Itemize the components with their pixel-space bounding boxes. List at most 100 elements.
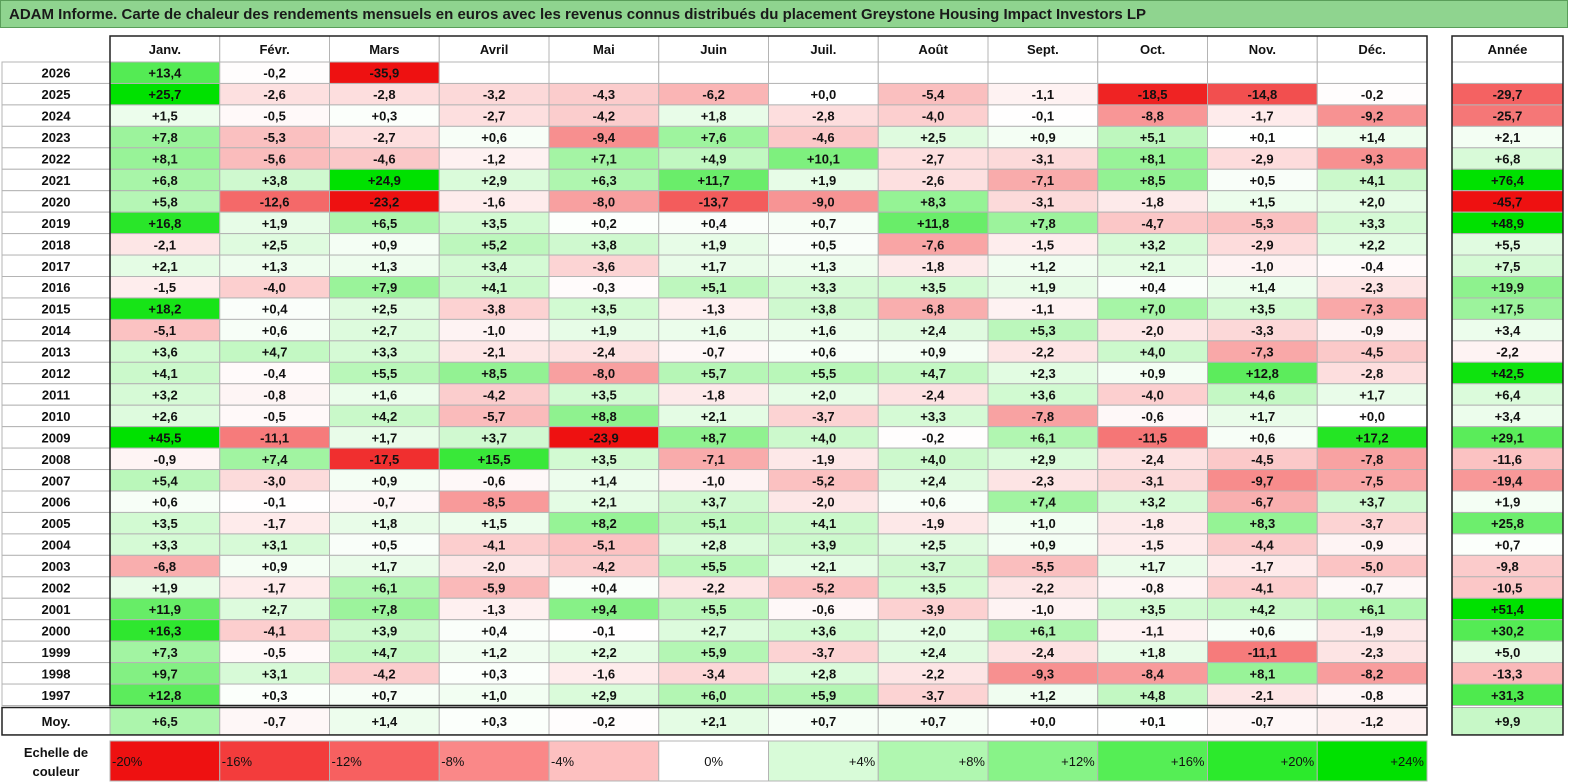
month-header-cell (548, 35, 660, 63)
cell-value: +1,6 (811, 323, 837, 338)
cell-value: +2,1 (701, 409, 727, 424)
cell-value: +6,1 (1359, 602, 1385, 617)
year-total-value: -13,3 (1493, 666, 1523, 681)
cell-value: -5,1 (154, 323, 176, 338)
cell-value: +5,2 (481, 237, 507, 252)
cell-value: +5,1 (1140, 130, 1166, 145)
cell-value: +0,6 (481, 130, 507, 145)
cell-value: +3,7 (481, 430, 507, 445)
cell-value: -12,6 (260, 194, 290, 209)
cell-value: -2,9 (1251, 237, 1273, 252)
cell-value: +2,4 (920, 645, 946, 660)
legend-swatch (548, 740, 660, 782)
cell-value: +1,0 (481, 688, 507, 703)
year-total-value: +19,9 (1491, 280, 1524, 295)
cell-value: -2,2 (702, 581, 724, 596)
cell-value: +0,4 (481, 623, 507, 638)
cell-value: -0,4 (263, 366, 286, 381)
cell-value: +5,9 (811, 688, 837, 703)
cell-value: -3,7 (1361, 516, 1383, 531)
cell-value: +13,4 (148, 66, 182, 81)
cell-value: +3,3 (811, 280, 837, 295)
cell-value: -9,0 (812, 194, 834, 209)
heatmap-cell (1316, 61, 1428, 84)
cell-value: -0,9 (1361, 323, 1383, 338)
cell-value: +0,2 (591, 216, 617, 231)
cell-value: -8,5 (483, 495, 505, 510)
cell-value: +18,2 (148, 302, 181, 317)
cell-value: +6,5 (152, 714, 178, 729)
year-total-value: -29,7 (1493, 87, 1523, 102)
cell-value: +1,7 (372, 559, 398, 574)
cell-value: +4,0 (920, 452, 946, 467)
month-header-1: Janv. (149, 42, 181, 57)
cell-value: +1,5 (152, 109, 178, 124)
cell-value: -9,2 (1361, 109, 1383, 124)
legend-swatch (109, 740, 221, 782)
cell-value: -35,9 (370, 66, 400, 81)
cell-value: +2,9 (481, 173, 507, 188)
row-label-1998: 1998 (42, 666, 71, 681)
heatmap-cell (1207, 707, 1318, 736)
cell-value: +0,9 (262, 559, 288, 574)
cell-value: -4,2 (483, 387, 505, 402)
cell-value: -0,5 (263, 409, 285, 424)
year-total-value: -10,5 (1493, 581, 1523, 596)
cell-value: +1,5 (481, 516, 507, 531)
cell-value: -0,6 (483, 473, 505, 488)
cell-value: +7,8 (372, 602, 398, 617)
year-column-border (1451, 35, 1564, 736)
cell-value: -9,4 (593, 130, 616, 145)
legend-swatch (438, 740, 550, 782)
heatmap-cell (548, 61, 660, 84)
cell-value: +3,3 (920, 409, 946, 424)
cell-value: +6,3 (591, 173, 617, 188)
row-label-2010: 2010 (42, 409, 71, 424)
cell-value: -7,3 (1251, 345, 1273, 360)
cell-value: -1,5 (1141, 538, 1163, 553)
cell-value: -9,7 (1251, 473, 1273, 488)
cell-value: +3,8 (811, 302, 837, 317)
row-label-2005: 2005 (42, 516, 71, 531)
cell-value: +1,3 (372, 259, 398, 274)
cell-value: +6,0 (701, 688, 727, 703)
year-total-value: +48,9 (1491, 216, 1524, 231)
month-header-11: Nov. (1249, 42, 1276, 57)
average-row-border (1, 706, 1428, 736)
year-total-value: +51,4 (1491, 602, 1525, 617)
cell-value: +25,7 (148, 87, 181, 102)
cell-value: +3,1 (262, 538, 288, 553)
cell-value: +5,5 (811, 366, 837, 381)
cell-value: +2,1 (591, 495, 617, 510)
cell-value: +7,9 (372, 280, 398, 295)
cell-value: -1,3 (702, 302, 724, 317)
legend-swatch (1316, 740, 1428, 782)
cell-value: -6,7 (1251, 495, 1273, 510)
cell-value: +4,1 (811, 516, 837, 531)
cell-value: -8,8 (1141, 109, 1163, 124)
year-total-value: -19,4 (1493, 473, 1523, 488)
heatmap-cell (1097, 61, 1208, 84)
cell-value: +7,8 (152, 130, 178, 145)
cell-value: +0,6 (152, 495, 178, 510)
cell-value: -4,1 (483, 538, 505, 553)
legend-swatch (329, 740, 440, 782)
cell-value: -1,5 (154, 280, 176, 295)
cell-value: -4,1 (263, 623, 285, 638)
row-label-2018: 2018 (42, 237, 71, 252)
year-header: Année (1488, 42, 1528, 57)
legend-stop-label: +16% (1171, 754, 1205, 769)
cell-value: +1,9 (1030, 280, 1056, 295)
title-bar: ADAM Informe. Carte de chaleur des rende… (0, 0, 1568, 28)
cell-value: -1,1 (1032, 87, 1054, 102)
cell-value: +4,9 (701, 152, 727, 167)
row-label-2001: 2001 (42, 602, 71, 617)
cell-value: -1,7 (263, 581, 285, 596)
cell-value: +1,8 (701, 109, 727, 124)
cell-value: -2,3 (1361, 280, 1383, 295)
cell-value: +7,4 (262, 452, 288, 467)
cell-value: +0,1 (1250, 130, 1276, 145)
cell-value: -0,1 (263, 495, 285, 510)
row-label-2002: 2002 (42, 581, 71, 596)
cell-value: -2,2 (922, 666, 944, 681)
